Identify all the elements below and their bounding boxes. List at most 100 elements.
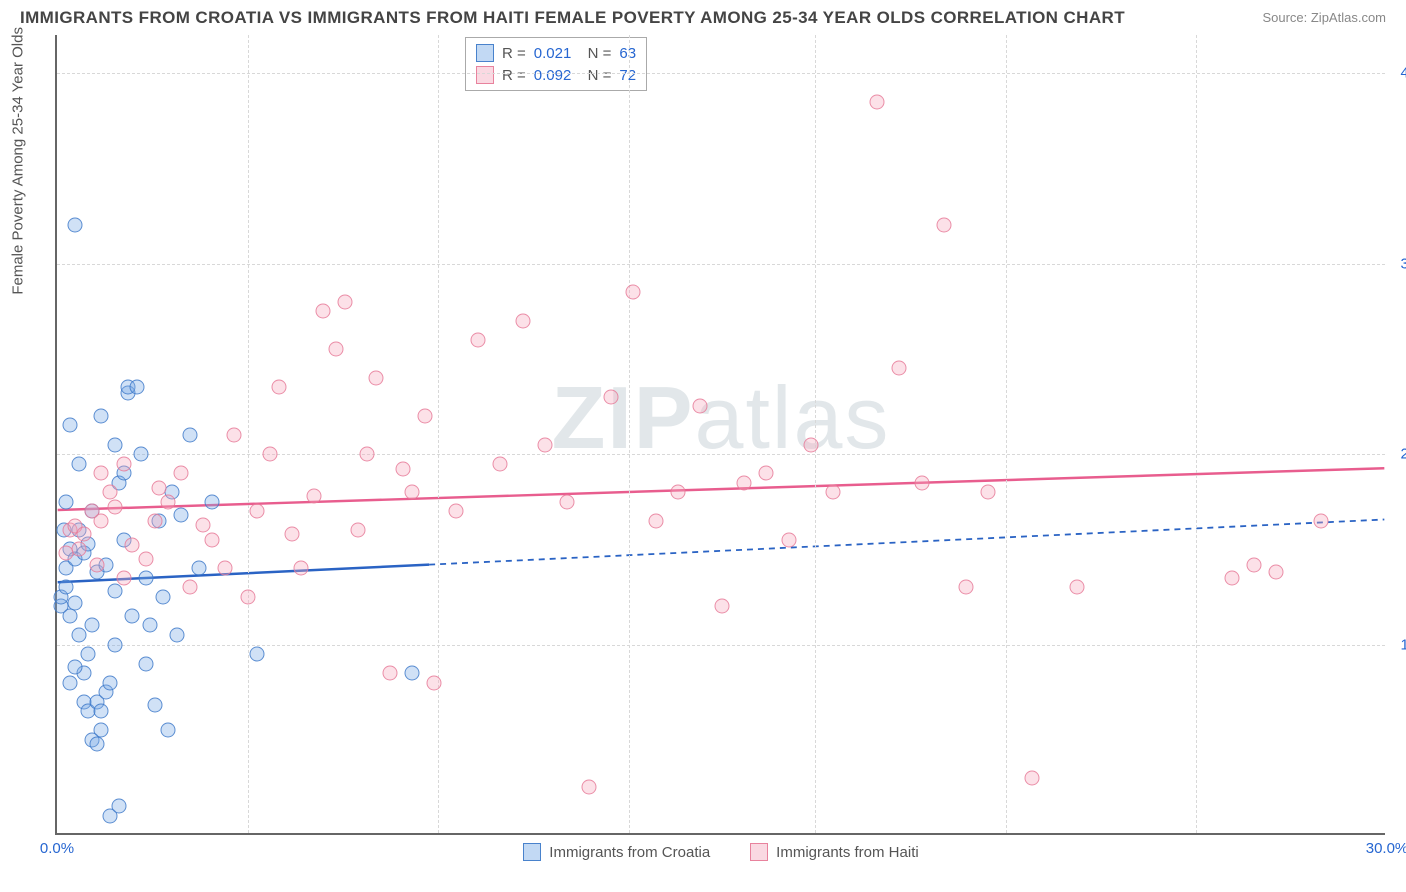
scatter-point — [63, 608, 78, 623]
scatter-point — [107, 584, 122, 599]
legend-swatch — [750, 843, 768, 861]
scatter-point — [670, 485, 685, 500]
scatter-point — [692, 399, 707, 414]
scatter-point — [72, 456, 87, 471]
scatter-point — [329, 342, 344, 357]
scatter-point — [803, 437, 818, 452]
scatter-point — [85, 618, 100, 633]
scatter-point — [116, 570, 131, 585]
gridline-h — [57, 264, 1385, 265]
legend-swatch — [476, 44, 494, 62]
scatter-point — [338, 294, 353, 309]
scatter-point — [426, 675, 441, 690]
scatter-point — [134, 447, 149, 462]
scatter-point — [160, 723, 175, 738]
scatter-point — [582, 780, 597, 795]
scatter-point — [58, 546, 73, 561]
scatter-point — [138, 551, 153, 566]
scatter-point — [112, 799, 127, 814]
scatter-point — [174, 508, 189, 523]
gridline-h — [57, 454, 1385, 455]
scatter-point — [183, 580, 198, 595]
source-attribution: Source: ZipAtlas.com — [1262, 10, 1386, 25]
gridline-v — [438, 35, 439, 833]
scatter-point — [138, 570, 153, 585]
scatter-point — [648, 513, 663, 528]
y-tick-label: 30.0% — [1400, 255, 1406, 272]
gridline-h — [57, 645, 1385, 646]
gridline-h — [57, 73, 1385, 74]
scatter-point — [63, 675, 78, 690]
scatter-point — [116, 456, 131, 471]
legend-swatch — [523, 843, 541, 861]
scatter-point — [58, 494, 73, 509]
bottom-legend-item: Immigrants from Croatia — [523, 843, 710, 861]
scatter-point — [417, 408, 432, 423]
scatter-point — [240, 589, 255, 604]
scatter-point — [958, 580, 973, 595]
scatter-point — [981, 485, 996, 500]
scatter-point — [626, 285, 641, 300]
scatter-point — [67, 660, 82, 675]
scatter-point — [94, 408, 109, 423]
scatter-point — [143, 618, 158, 633]
scatter-point — [515, 313, 530, 328]
scatter-point — [147, 513, 162, 528]
legend-n-label: N = — [579, 67, 611, 84]
scatter-point — [759, 466, 774, 481]
scatter-point — [914, 475, 929, 490]
scatter-point — [103, 485, 118, 500]
scatter-point — [1247, 557, 1262, 572]
scatter-point — [1269, 565, 1284, 580]
gridline-v — [815, 35, 816, 833]
legend-n-label: N = — [579, 45, 611, 62]
scatter-point — [395, 462, 410, 477]
scatter-point — [67, 218, 82, 233]
gridline-v — [1006, 35, 1007, 833]
scatter-point — [316, 304, 331, 319]
scatter-point — [218, 561, 233, 576]
scatter-point — [147, 698, 162, 713]
scatter-point — [227, 428, 242, 443]
plot-area: ZIPatlas R =0.021 N =63R =0.092 N =72 Im… — [55, 35, 1385, 835]
scatter-point — [81, 647, 96, 662]
stat-legend: R =0.021 N =63R =0.092 N =72 — [465, 37, 647, 91]
scatter-point — [125, 538, 140, 553]
legend-r-value: 0.092 — [534, 67, 572, 84]
scatter-point — [715, 599, 730, 614]
scatter-point — [94, 704, 109, 719]
scatter-point — [72, 542, 87, 557]
scatter-point — [63, 418, 78, 433]
scatter-point — [293, 561, 308, 576]
legend-n-value: 63 — [619, 45, 636, 62]
scatter-point — [1069, 580, 1084, 595]
scatter-point — [382, 666, 397, 681]
scatter-point — [103, 675, 118, 690]
stat-legend-row: R =0.092 N =72 — [476, 64, 636, 86]
scatter-point — [67, 595, 82, 610]
scatter-point — [72, 628, 87, 643]
scatter-point — [76, 527, 91, 542]
scatter-point — [271, 380, 286, 395]
bottom-legend-item: Immigrants from Haiti — [750, 843, 919, 861]
scatter-point — [107, 437, 122, 452]
legend-r-label: R = — [502, 67, 526, 84]
scatter-point — [284, 527, 299, 542]
scatter-point — [183, 428, 198, 443]
scatter-point — [360, 447, 375, 462]
scatter-point — [781, 532, 796, 547]
scatter-point — [825, 485, 840, 500]
scatter-point — [205, 532, 220, 547]
scatter-point — [125, 608, 140, 623]
gridline-v — [629, 35, 630, 833]
gridline-v — [248, 35, 249, 833]
scatter-point — [936, 218, 951, 233]
scatter-point — [107, 637, 122, 652]
y-tick-label: 40.0% — [1400, 65, 1406, 82]
y-tick-label: 10.0% — [1400, 636, 1406, 653]
scatter-point — [89, 557, 104, 572]
x-tick-label: 0.0% — [40, 840, 74, 857]
gridline-v — [1196, 35, 1197, 833]
scatter-point — [471, 332, 486, 347]
scatter-point — [737, 475, 752, 490]
